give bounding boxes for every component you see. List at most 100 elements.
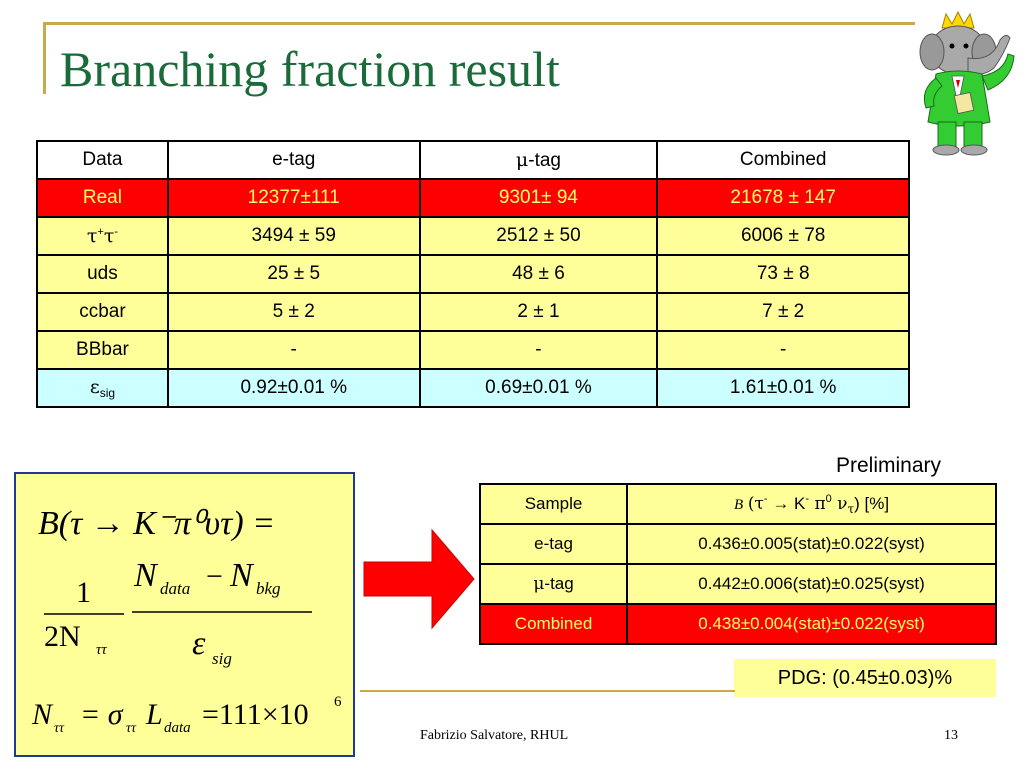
cell: 0.438±0.004(stat)±0.022(syst) bbox=[626, 603, 997, 645]
table-row: e-tag 0.436±0.005(stat)±0.022(syst) bbox=[478, 523, 997, 565]
b-symbol: B bbox=[733, 496, 744, 513]
row-label-mu-tag: μ-tag bbox=[478, 563, 629, 605]
zero-sup: 0 bbox=[825, 492, 832, 505]
formula-n-tautau-sub: ττ bbox=[54, 721, 65, 736]
pi-symbol: π bbox=[809, 493, 826, 514]
table-row: BBbar - - - bbox=[36, 330, 910, 370]
cell: - bbox=[418, 330, 659, 370]
header-data: Data bbox=[36, 140, 169, 180]
footer-author: Fabrizio Salvatore, RHUL bbox=[420, 728, 569, 743]
table-row: Sample B (τ- → K- π60 ντ) [%] bbox=[478, 483, 997, 525]
cell: - bbox=[656, 330, 910, 370]
table-row: Data e-tag μ-tag Combined bbox=[36, 140, 910, 180]
right-arrow-icon bbox=[363, 528, 475, 630]
minus-sign: - bbox=[805, 492, 810, 505]
cell: 12377±111 bbox=[166, 178, 421, 218]
formula-n-data: N bbox=[133, 557, 159, 594]
cell: 7 ± 2 bbox=[656, 292, 910, 332]
tau-symbol: τ bbox=[86, 224, 98, 247]
table-row: Real 12377±111 9301± 94 21678 ± 147 bbox=[36, 178, 910, 218]
cell: 2512 ± 50 bbox=[418, 216, 659, 256]
branching-fraction-table: Sample B (τ- → K- π60 ντ) [%] e-tag 0.43… bbox=[478, 483, 997, 645]
header-branching-fraction: B (τ- → K- π60 ντ) [%] bbox=[626, 483, 997, 525]
table-row: μ-tag 0.442±0.006(stat)±0.025(syst) bbox=[478, 563, 997, 605]
table-row: εsig 0.92±0.01 % 0.69±0.01 % 1.61±0.01 % bbox=[36, 368, 910, 408]
header-sample: Sample bbox=[478, 483, 629, 525]
cell: - bbox=[166, 330, 421, 370]
row-label-combined: Combined bbox=[478, 603, 629, 645]
sig-subscript: sig bbox=[99, 386, 116, 400]
formula-sigma: = σ bbox=[80, 698, 124, 731]
table-row: τ+τ- 3494 ± 59 2512 ± 50 6006 ± 78 bbox=[36, 216, 910, 256]
cell: 0.69±0.01 % bbox=[418, 368, 659, 408]
header-combined: Combined bbox=[656, 140, 910, 180]
slide-title: Branching fraction result bbox=[60, 41, 560, 97]
cell: 21678 ± 147 bbox=[656, 178, 910, 218]
branching-fraction-formula: B(τ → K⁻π⁰υτ) = 1 2N ττ N data − N bkg ε… bbox=[31, 505, 342, 736]
mu-tag-label: -tag bbox=[528, 149, 561, 171]
formula-bkg-sub: bkg bbox=[256, 579, 281, 598]
formula-n-bkg: N bbox=[229, 557, 255, 594]
row-label-ccbar: ccbar bbox=[36, 292, 169, 332]
yield-table: Data e-tag μ-tag Combined Real 12377±111… bbox=[36, 140, 910, 408]
cell: 73 ± 8 bbox=[656, 254, 910, 294]
table-row: uds 25 ± 5 48 ± 6 73 ± 8 bbox=[36, 254, 910, 294]
formula-minus: − bbox=[206, 560, 223, 593]
tau-symbol: τ bbox=[103, 224, 115, 247]
page-number: 13 bbox=[944, 728, 958, 743]
row-label-uds: uds bbox=[36, 254, 169, 294]
minus-sign: - bbox=[114, 225, 118, 238]
mu-symbol: μ bbox=[515, 148, 529, 171]
formula-lumi-sub: data bbox=[164, 720, 191, 736]
row-label-tautau: τ+τ- bbox=[36, 216, 169, 256]
nu-symbol: ν bbox=[831, 493, 848, 514]
cell: 5 ± 2 bbox=[166, 292, 421, 332]
cell: 48 ± 6 bbox=[418, 254, 659, 294]
table-row: ccbar 5 ± 2 2 ± 1 7 ± 2 bbox=[36, 292, 910, 332]
formula-exponent: 6 bbox=[334, 694, 342, 710]
row-label-efficiency: εsig bbox=[36, 368, 169, 408]
formula-data-sub: data bbox=[160, 579, 190, 598]
row-label-e-tag: e-tag bbox=[478, 523, 629, 565]
cell: 0.442±0.006(stat)±0.025(syst) bbox=[626, 563, 997, 605]
header-mu-tag: μ-tag bbox=[418, 140, 659, 180]
mu-symbol: μ bbox=[533, 574, 545, 594]
formula-value: =111×10 bbox=[202, 698, 309, 731]
table-row: Combined 0.438±0.004(stat)±0.022(syst) bbox=[478, 603, 997, 645]
formula-box: B(τ → K⁻π⁰υτ) = 1 2N ττ N data − N bkg ε… bbox=[14, 472, 355, 757]
babar-elephant-mascot bbox=[919, 10, 1015, 156]
cell: 0.92±0.01 % bbox=[166, 368, 421, 408]
pdg-value-box: PDG: (0.45±0.03)% bbox=[734, 659, 996, 697]
plus-sign: + bbox=[97, 225, 104, 238]
formula-epsilon: ε bbox=[192, 625, 206, 662]
formula-lhs: B(τ → K⁻π⁰υτ) = bbox=[38, 505, 275, 542]
formula-n-tautau: N bbox=[31, 698, 54, 731]
cell: 6006 ± 78 bbox=[656, 216, 910, 256]
title-frame-horizontal bbox=[43, 22, 915, 25]
preliminary-label: Preliminary bbox=[836, 454, 942, 477]
formula-tautau-sub: ττ bbox=[96, 642, 107, 658]
row-label-bbbar: BBbar bbox=[36, 330, 169, 370]
formula-two-n: 2N bbox=[44, 620, 81, 653]
cell: 2 ± 1 bbox=[418, 292, 659, 332]
arrow-k: → K bbox=[767, 493, 806, 513]
formula-sigma-sub: ττ bbox=[126, 721, 137, 736]
minus-sign: - bbox=[763, 492, 768, 505]
cell: 1.61±0.01 % bbox=[656, 368, 910, 408]
tau-open: (τ bbox=[747, 493, 764, 514]
formula-one: 1 bbox=[76, 576, 91, 609]
cell: 0.436±0.005(stat)±0.022(syst) bbox=[626, 523, 997, 565]
unit-close: ) [%] bbox=[854, 493, 890, 513]
header-e-tag: e-tag bbox=[166, 140, 421, 180]
cell: 9301± 94 bbox=[418, 178, 659, 218]
formula-sig-sub: sig bbox=[212, 649, 232, 668]
epsilon-symbol: ε bbox=[89, 376, 100, 398]
cell: 25 ± 5 bbox=[166, 254, 421, 294]
cell: 3494 ± 59 bbox=[166, 216, 421, 256]
title-frame-vertical bbox=[43, 22, 46, 94]
footer-divider bbox=[360, 690, 735, 692]
tau-sub: τ bbox=[847, 501, 855, 516]
formula-lumi: L bbox=[145, 698, 163, 731]
row-label-real: Real bbox=[36, 178, 169, 218]
mu-tag-label: -tag bbox=[544, 574, 574, 593]
